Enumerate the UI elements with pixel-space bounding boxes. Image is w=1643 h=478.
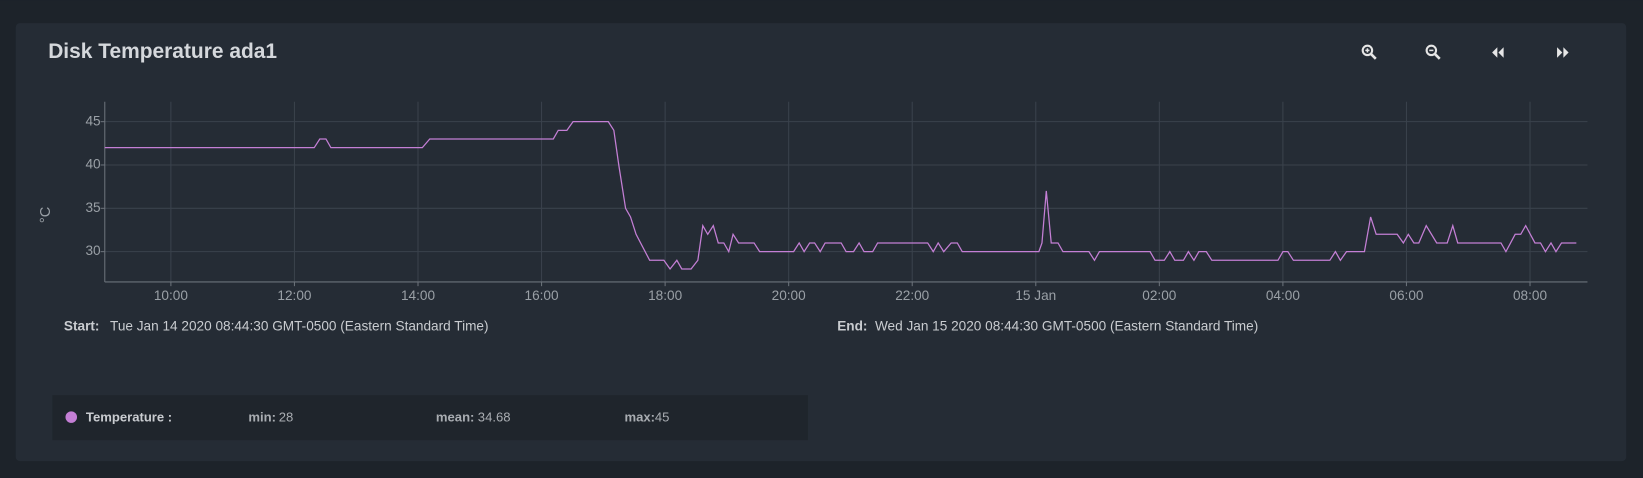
legend-box (52, 395, 808, 441)
x-tick-label: 22:00 (895, 288, 929, 303)
plot: 30 35 40 45 10:00 12:00 14:00 16:00 18:00 20:00 22… (85, 101, 1588, 303)
zoom-out-button[interactable] (1425, 44, 1441, 60)
y-tick-label: 30 (85, 243, 101, 258)
x-tick-label: 18:00 (648, 288, 682, 303)
x-tick-label: 16:00 (525, 288, 559, 303)
stat-value: 28 (279, 410, 294, 425)
start-value: Tue Jan 14 2020 08:44:30 GMT-0500 (Easte… (110, 319, 489, 334)
zoom-in-button[interactable] (1361, 44, 1377, 60)
stat-label: mean: (436, 410, 475, 425)
x-tick-label: 20:00 (772, 288, 806, 303)
x-tick-label: 06:00 (1389, 288, 1423, 303)
end-label: End: (837, 319, 867, 334)
temperature-line (104, 121, 1577, 271)
card-title: Disk Temperature ada1 (48, 40, 277, 63)
x-tick-label: 14:00 (401, 288, 435, 303)
stat-value: 34.68 (478, 410, 511, 425)
end-value: Wed Jan 15 2020 08:44:30 GMT-0500 (Easte… (875, 319, 1258, 334)
y-tick-label: 35 (85, 200, 100, 215)
y-axis-label: °C (38, 206, 54, 223)
toolbar (1361, 44, 1569, 60)
fast-forward-button[interactable] (1557, 47, 1569, 58)
legend-swatch (65, 411, 78, 423)
start-label: Start: (64, 319, 100, 334)
stat-label: min: (248, 410, 276, 425)
x-tick-label: 04:00 (1266, 288, 1300, 303)
stat-label: max: (625, 410, 656, 425)
stat-value: 45 (655, 410, 670, 425)
y-tick-label: 40 (85, 157, 101, 172)
x-tick-label: 15 Jan (1015, 288, 1056, 303)
x-tick-label: 08:00 (1513, 288, 1547, 303)
x-tick-label: 02:00 (1142, 288, 1176, 303)
y-tick-label: 45 (85, 113, 100, 128)
x-tick-label: 12:00 (277, 288, 311, 303)
rewind-button[interactable] (1492, 47, 1504, 58)
x-tick-label: 10:00 (154, 288, 188, 303)
legend-label: Temperature : (86, 410, 172, 425)
